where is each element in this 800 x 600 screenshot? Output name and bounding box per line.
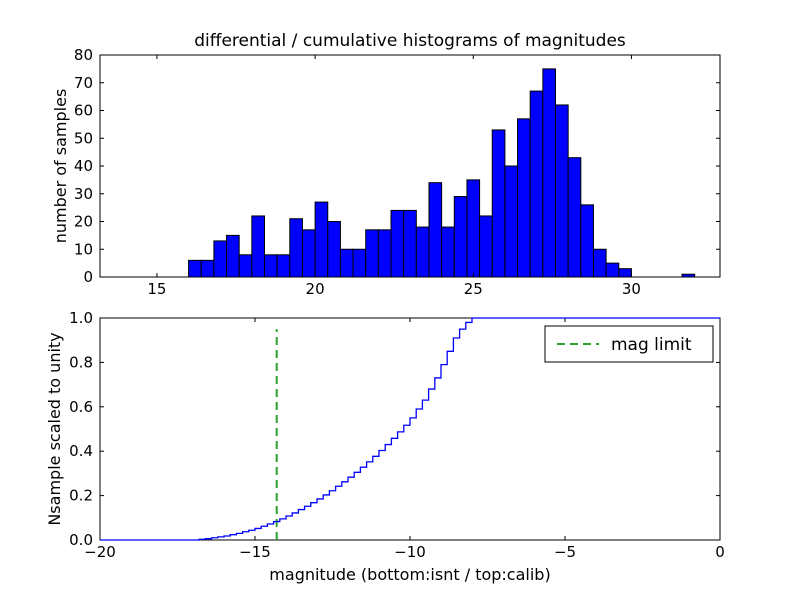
y-tick-label: 0.6 [69, 398, 93, 416]
histogram-bar [276, 254, 291, 278]
x-tick-label: −20 [84, 543, 116, 561]
y-tick-label: 1.0 [69, 309, 93, 327]
histogram-bar [226, 234, 240, 278]
histogram-bar [529, 90, 544, 278]
y-tick-label: 10 [74, 240, 93, 258]
histogram-bars [188, 68, 696, 278]
y-tick-label: 50 [74, 129, 93, 147]
y-tick-label: 0.0 [69, 531, 93, 549]
histogram-bar [555, 104, 569, 278]
legend: mag limit [544, 325, 714, 363]
histogram-bar [289, 218, 303, 278]
x-tick-label: −5 [554, 543, 576, 561]
histogram-bar [263, 254, 278, 278]
histogram-bar [213, 240, 228, 278]
histogram-bar [453, 196, 468, 278]
histogram-bar [580, 204, 594, 278]
histogram-bar [592, 248, 607, 278]
top-y-axis-label: number of samples [51, 89, 70, 244]
histogram-bar [542, 68, 557, 278]
histogram-bar [327, 221, 341, 278]
histogram-bar [618, 268, 632, 278]
x-tick-label: 25 [464, 280, 483, 298]
y-tick-label: 0.8 [69, 353, 93, 371]
y-tick-label: 30 [74, 185, 93, 203]
bottom-cumulative-plot: −20 −15 −10 −5 0 0.0 0.2 0.4 0.6 0.8 1.0 [69, 309, 725, 561]
histogram-bar [200, 259, 215, 278]
histogram-bar [567, 157, 582, 278]
histogram-bar [352, 248, 367, 278]
histogram-bar [339, 248, 354, 278]
histogram-bar [403, 209, 417, 278]
histogram-bar [479, 215, 493, 278]
y-tick-label: 80 [74, 46, 93, 64]
x-tick-label: −10 [394, 543, 426, 561]
top-histogram-plot: 15 20 25 30 0 10 20 30 40 50 60 70 80 [74, 46, 721, 298]
histogram-bar [365, 229, 379, 278]
histogram-bar [491, 129, 506, 278]
x-tick-label: 20 [306, 280, 325, 298]
histogram-bar [251, 215, 265, 278]
y-tick-label: 0.2 [69, 487, 93, 505]
y-tick-label: 40 [74, 157, 93, 175]
y-tick-label: 0 [83, 268, 93, 286]
y-tick-label: 70 [74, 74, 93, 92]
histogram-bar [504, 165, 519, 278]
histogram-bar [428, 182, 443, 278]
bottom-y-axis-label: Nsample scaled to unity [45, 332, 64, 525]
y-tick-label: 20 [74, 213, 93, 231]
histogram-bar [188, 259, 202, 278]
x-tick-label: 30 [622, 280, 641, 298]
x-tick-label: −15 [239, 543, 271, 561]
histogram-bar [390, 209, 405, 278]
bottom-x-axis-label: magnitude (bottom:isnt / top:calib) [269, 565, 550, 584]
y-tick-label: 60 [74, 102, 93, 120]
histogram-bar [301, 229, 316, 278]
x-tick-label: 0 [715, 543, 725, 561]
histogram-bar [377, 229, 392, 278]
histogram-bar [517, 118, 531, 278]
chart-title: differential / cumulative histograms of … [194, 31, 626, 51]
histogram-bar [441, 226, 455, 278]
x-tick-label: 15 [147, 280, 166, 298]
histogram-bar [466, 179, 481, 278]
y-tick-label: 0.4 [69, 442, 93, 460]
cumulative-step-line [100, 317, 720, 541]
histogram-bar [415, 226, 430, 278]
legend-label: mag limit [611, 335, 692, 355]
histogram-bar [605, 262, 620, 278]
histogram-bar [238, 254, 253, 278]
histogram-bar [314, 201, 329, 278]
